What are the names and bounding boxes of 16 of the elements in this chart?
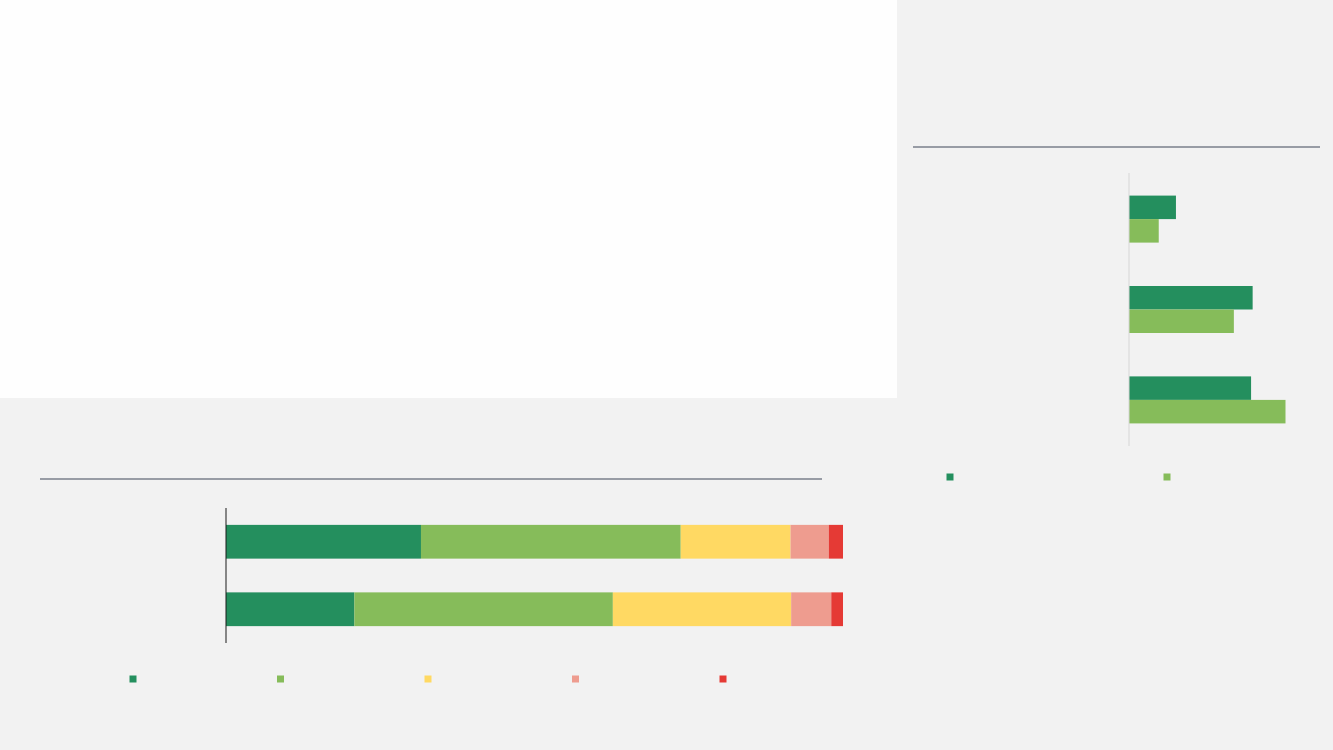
bar [226, 524, 421, 559]
bar [1129, 195, 1176, 220]
bar [790, 524, 829, 559]
bar [1129, 376, 1252, 400]
bar [1129, 399, 1286, 424]
bar [1129, 309, 1234, 333]
bar [354, 592, 613, 627]
bar [226, 592, 355, 627]
bar [680, 524, 791, 559]
bar [612, 592, 792, 627]
bar [828, 524, 843, 559]
bar [791, 592, 832, 627]
bar [1129, 286, 1253, 310]
bar [831, 592, 843, 627]
bar [1129, 219, 1159, 243]
bar [420, 524, 681, 559]
